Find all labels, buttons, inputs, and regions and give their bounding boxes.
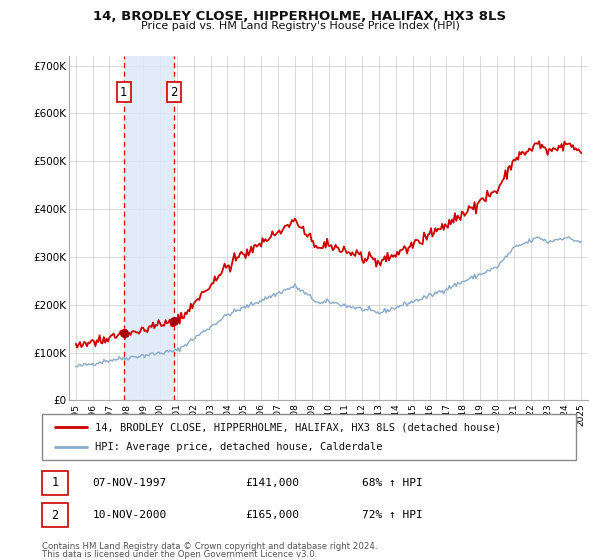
Text: 72% ↑ HPI: 72% ↑ HPI [362,510,423,520]
FancyBboxPatch shape [42,503,68,528]
Bar [124,56,175,400]
Text: £165,000: £165,000 [245,510,299,520]
Text: This data is licensed under the Open Government Licence v3.0.: This data is licensed under the Open Gov… [42,550,317,559]
FancyBboxPatch shape [42,470,68,495]
Text: 68% ↑ HPI: 68% ↑ HPI [362,478,423,488]
Text: 07-NOV-1997: 07-NOV-1997 [93,478,167,488]
Text: Contains HM Land Registry data © Crown copyright and database right 2024.: Contains HM Land Registry data © Crown c… [42,542,377,551]
Text: 1: 1 [51,477,58,489]
Text: 14, BRODLEY CLOSE, HIPPERHOLME, HALIFAX, HX3 8LS: 14, BRODLEY CLOSE, HIPPERHOLME, HALIFAX,… [94,10,506,23]
Text: HPI: Average price, detached house, Calderdale: HPI: Average price, detached house, Cald… [95,442,383,452]
Text: Price paid vs. HM Land Registry's House Price Index (HPI): Price paid vs. HM Land Registry's House … [140,21,460,31]
Text: 1: 1 [120,86,128,99]
Text: 2: 2 [51,508,58,521]
Text: £141,000: £141,000 [245,478,299,488]
Text: 2: 2 [170,86,178,99]
Text: 14, BRODLEY CLOSE, HIPPERHOLME, HALIFAX, HX3 8LS (detached house): 14, BRODLEY CLOSE, HIPPERHOLME, HALIFAX,… [95,422,502,432]
Text: 10-NOV-2000: 10-NOV-2000 [93,510,167,520]
